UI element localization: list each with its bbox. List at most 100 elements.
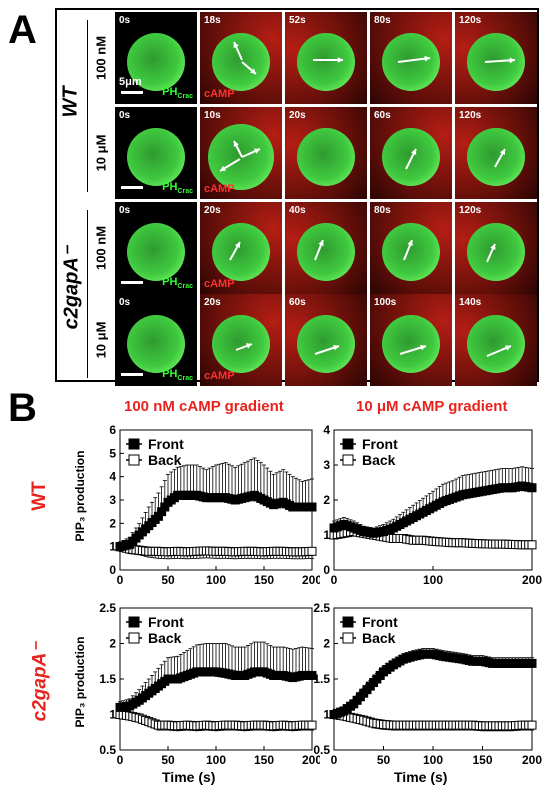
- x-axis-label-right: Time (s): [394, 769, 447, 785]
- y-tick-label: 1.5: [99, 672, 116, 686]
- direction-arrows: [285, 202, 367, 294]
- column-title-100nm: 100 nM cAMP gradient: [124, 398, 284, 415]
- x-tick-label: 0: [117, 573, 124, 586]
- y-tick-label: 2.5: [313, 601, 330, 615]
- timestamp-label: 20s: [289, 110, 306, 121]
- panel-a-letter: A: [8, 10, 37, 50]
- micrograph-tile: 60s: [370, 107, 452, 199]
- concentration-label: 10 μM: [94, 322, 109, 359]
- y-tick-label: 1: [109, 708, 116, 722]
- legend-marker: [343, 617, 353, 627]
- legend-marker: [129, 439, 139, 449]
- x-tick-label: 100: [423, 753, 443, 767]
- y-tick-label: 4: [323, 423, 330, 437]
- y-tick-label: 2: [109, 637, 116, 651]
- y-tick-label: 4: [109, 470, 116, 484]
- micrograph-tile: 20s cAMP: [200, 294, 282, 386]
- direction-arrows: [200, 202, 282, 294]
- micrograph-tile: 0s PHCrac: [115, 202, 197, 294]
- micrograph-tile: 10s cAMP: [200, 107, 282, 199]
- ph-crac-subscript: Crac: [177, 93, 193, 100]
- micrograph-tile: 140s: [455, 294, 537, 386]
- front-data-point: [528, 659, 536, 667]
- front-data-point: [528, 484, 536, 492]
- chart-wt-10um: 012340 100 200FrontBack: [306, 418, 546, 586]
- y-tick-label: 0.5: [313, 743, 330, 757]
- column-title-10um: 10 μM cAMP gradient: [356, 398, 507, 415]
- direction-arrows: [455, 202, 537, 294]
- ph-crac-subscript: Crac: [177, 188, 193, 195]
- arrow-head: [510, 57, 515, 63]
- y-tick-label: 0: [323, 563, 330, 577]
- legend-marker: [343, 439, 353, 449]
- y-tick-label: 5: [109, 446, 116, 460]
- y-tick-label: 1: [109, 540, 116, 554]
- ph-crac-label: PHCrac: [162, 86, 193, 100]
- concentration-label: 10 μM: [94, 135, 109, 172]
- ph-crac-label: PHCrac: [162, 276, 193, 290]
- scale-bar: [121, 186, 143, 189]
- x-tick-label: 150: [472, 753, 492, 767]
- legend-marker: [129, 633, 139, 643]
- panel-b-letter: B: [8, 388, 37, 428]
- x-tick-label: 100: [206, 753, 226, 767]
- micrograph-tile: 52s: [285, 12, 367, 104]
- direction-arrows: [370, 294, 452, 386]
- y-tick-label: 1: [323, 528, 330, 542]
- micrograph-tile: 120s: [455, 107, 537, 199]
- group-label-wt: WT: [60, 86, 83, 117]
- direction-arrows: [370, 202, 452, 294]
- x-tick-label: 50: [377, 753, 391, 767]
- cell-image: [297, 128, 355, 186]
- direction-arrows: [455, 107, 537, 199]
- micrograph-tile: 0s PHCrac: [115, 294, 197, 386]
- ph-crac-label: PHCrac: [162, 368, 193, 382]
- cell-image: [127, 128, 185, 186]
- ph-crac-subscript: Crac: [177, 375, 193, 382]
- y-tick-label: 2: [109, 516, 116, 530]
- cell-image: [127, 315, 185, 373]
- legend-marker: [343, 633, 353, 643]
- ph-crac-subscript: Crac: [177, 283, 193, 290]
- micrograph-tile: 120s: [455, 202, 537, 294]
- legend-marker: [129, 455, 139, 465]
- y-tick-label: 1.5: [313, 672, 330, 686]
- direction-arrows: [285, 12, 367, 104]
- y-tick-label: 0.5: [99, 743, 116, 757]
- x-axis-label-left: Time (s): [162, 769, 215, 785]
- micrograph-tile: 80s: [370, 12, 452, 104]
- x-tick-label: 50: [161, 753, 175, 767]
- legend-label: Front: [148, 614, 184, 630]
- scale-bar: [121, 91, 143, 94]
- x-tick-label: 100: [206, 573, 226, 586]
- concentration-label: 100 nM: [94, 226, 109, 270]
- y-tick-label: 3: [109, 493, 116, 507]
- micrograph-tile: 18s cAMP: [200, 12, 282, 104]
- x-tick-label: 0: [117, 753, 124, 767]
- legend-label: Back: [362, 452, 396, 468]
- chart-wt-100nm: 01234560 50 100 150 200FrontBack: [88, 418, 320, 586]
- x-tick-label: 150: [254, 573, 274, 586]
- micrograph-tile: 40s: [285, 202, 367, 294]
- scale-bar-label: 5μm: [119, 76, 142, 88]
- back-data-point: [528, 721, 536, 729]
- micrograph-tile: 0s PHCrac 5μm: [115, 12, 197, 104]
- legend-label: Front: [148, 436, 184, 452]
- timestamp-label: 0s: [119, 205, 130, 216]
- legend-marker: [129, 617, 139, 627]
- x-tick-label: 0: [331, 753, 338, 767]
- direction-arrows: [200, 107, 282, 199]
- direction-arrows: [200, 12, 282, 104]
- legend-marker: [343, 455, 353, 465]
- y-axis-label-bottom: PIP₃ production: [73, 637, 87, 728]
- group-label-c2gapa: c2gapA⁻: [59, 247, 84, 330]
- y-tick-label: 2: [323, 637, 330, 651]
- panel-a-figure: WT c2gapA⁻ 100 nM 0s PHCrac 5μm 18s cAMP 52s 80s 1…: [55, 8, 539, 382]
- direction-arrows: [455, 12, 537, 104]
- timestamp-label: 0s: [119, 110, 130, 121]
- direction-arrows: [370, 107, 452, 199]
- timestamp-label: 0s: [119, 15, 130, 26]
- x-tick-label: 0: [331, 573, 338, 586]
